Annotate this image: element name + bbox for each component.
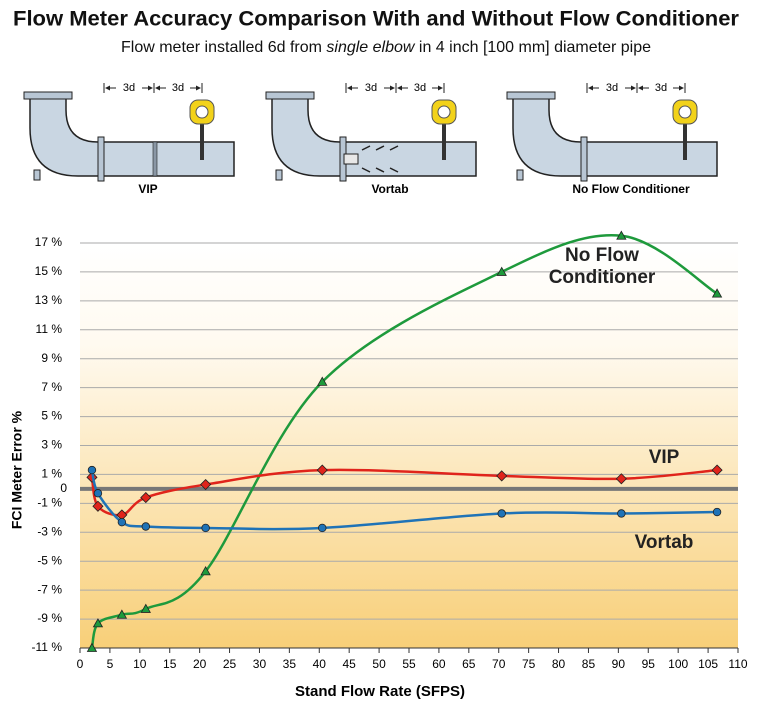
marker <box>618 510 626 518</box>
diagrams: 3d 3d VIP 3d 3d Vortab 3d 3d No Flow Conditioner <box>24 82 717 196</box>
flange <box>266 92 314 99</box>
y-tick-label: 15 % <box>35 264 63 278</box>
x-tick-label: 55 <box>402 657 416 671</box>
dim-label: 3d <box>606 82 618 94</box>
y-tick-label: -11 % <box>32 640 63 654</box>
y-tick-label: 13 % <box>35 293 63 307</box>
diagram-label: No Flow Conditioner <box>572 182 690 196</box>
flange <box>507 92 555 99</box>
marker <box>713 508 721 516</box>
subtitle-part: single elbow <box>326 39 416 56</box>
marker <box>318 524 326 532</box>
marker <box>88 466 96 474</box>
x-tick-label: 60 <box>432 657 446 671</box>
dim-label: 3d <box>365 82 377 94</box>
y-tick-label: 17 % <box>35 235 63 249</box>
y-tick-label: 3 % <box>41 438 62 452</box>
subtitle: Flow meter installed 6d from single elbo… <box>121 39 651 56</box>
dim-label: 3d <box>123 82 135 94</box>
y-tick-label: 1 % <box>41 467 62 481</box>
x-tick-label: 25 <box>223 657 237 671</box>
y-tick-label: 11 % <box>36 322 63 336</box>
x-tick-label: 105 <box>698 657 718 671</box>
x-tick-label: 85 <box>582 657 596 671</box>
x-tick-label: 90 <box>612 657 626 671</box>
x-tick-label: 35 <box>283 657 297 671</box>
x-tick-label: 100 <box>668 657 688 671</box>
x-tick-label: 65 <box>462 657 476 671</box>
dim-label: 3d <box>414 82 426 94</box>
x-tick-label: 0 <box>77 657 84 671</box>
x-tick-label: 40 <box>313 657 327 671</box>
x-tick-label: 70 <box>492 657 506 671</box>
x-tick-label: 50 <box>372 657 386 671</box>
y-tick-label: 0 <box>60 481 67 495</box>
dim-label: 3d <box>655 82 667 94</box>
x-tick-label: 5 <box>107 657 114 671</box>
y-tick-label: -9 % <box>37 611 62 625</box>
y-tick-label: 5 % <box>41 409 62 423</box>
title: Flow Meter Accuracy Comparison With and … <box>13 8 739 31</box>
flange <box>581 137 587 181</box>
x-tick-label: 110 <box>728 657 747 671</box>
x-tick-label: 20 <box>193 657 207 671</box>
marker <box>142 523 150 531</box>
series-label: No Flow Conditioner <box>532 245 672 289</box>
x-tick-label: 45 <box>343 657 357 671</box>
conditioner <box>344 154 358 164</box>
meter-face <box>438 106 450 118</box>
flange <box>276 170 282 180</box>
diagram-label: Vortab <box>371 182 408 196</box>
conditioner <box>153 142 157 176</box>
y-tick-label: 9 % <box>41 351 62 365</box>
x-tick-label: 10 <box>133 657 147 671</box>
flange <box>34 170 40 180</box>
x-axis-label: Stand Flow Rate (SFPS) <box>295 683 465 700</box>
y-tick-label: -5 % <box>37 553 62 567</box>
y-tick-label: 7 % <box>41 380 62 394</box>
y-tick-label: -1 % <box>37 496 62 510</box>
y-axis-label: FCI Meter Error % <box>9 410 25 529</box>
x-tick-label: 15 <box>163 657 177 671</box>
subtitle-part: Flow meter installed 6d from <box>121 39 326 56</box>
meter-face <box>196 106 208 118</box>
x-tick-label: 80 <box>552 657 566 671</box>
flange <box>24 92 72 99</box>
dim-label: 3d <box>172 82 184 94</box>
x-tick-label: 30 <box>253 657 267 671</box>
x-tick-label: 95 <box>642 657 656 671</box>
marker <box>202 524 210 532</box>
x-tick-label: 75 <box>522 657 536 671</box>
diagram-label: VIP <box>138 182 157 196</box>
y-tick-label: -3 % <box>37 524 62 538</box>
marker <box>118 518 126 526</box>
page: Flow Meter Accuracy Comparison With and … <box>0 0 762 707</box>
flange <box>98 137 104 181</box>
meter-face <box>679 106 691 118</box>
series-label: Vortab <box>594 532 734 554</box>
marker <box>94 489 102 497</box>
marker <box>498 510 506 518</box>
chart: Flow Meter Accuracy Comparison With and … <box>0 0 762 707</box>
flange <box>517 170 523 180</box>
y-tick-label: -7 % <box>37 582 62 596</box>
subtitle-part: in 4 inch [100 mm] diameter pipe <box>414 39 651 56</box>
series-label: VIP <box>594 447 734 469</box>
